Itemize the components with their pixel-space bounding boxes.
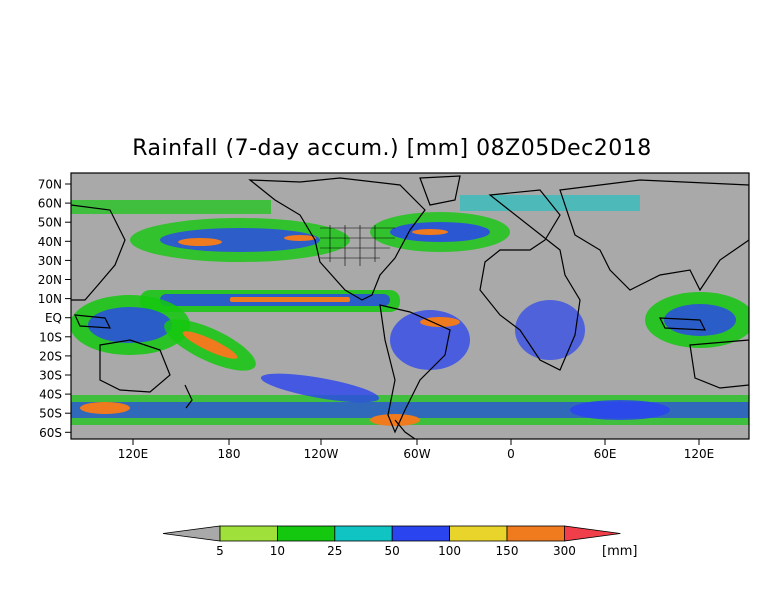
lat-tick-label: 30N xyxy=(38,254,62,268)
colorbar-segment xyxy=(276,525,336,542)
colorbar-segment xyxy=(506,525,565,542)
colorbar-threshold-label: 300 xyxy=(553,544,576,558)
colorbar-threshold-label: 25 xyxy=(327,544,342,558)
lon-tick-label: 120W xyxy=(304,447,339,461)
lat-tick-label: 20S xyxy=(39,349,62,363)
lon-tick-label: 60W xyxy=(403,447,430,461)
lat-tick-label: EQ xyxy=(45,311,62,325)
lon-tick-label: 120E xyxy=(118,447,149,461)
coastlines xyxy=(71,175,749,439)
lon-tick-label: 180 xyxy=(218,447,241,461)
lon-tick-label: 0 xyxy=(507,447,515,461)
colorbar-segment xyxy=(391,525,451,542)
lat-tick-label: 10N xyxy=(38,292,62,306)
colorbar-threshold-label: 10 xyxy=(270,544,285,558)
colorbar-threshold-label: 5 xyxy=(216,544,224,558)
lat-tick-label: 60S xyxy=(39,426,62,440)
lat-tick-label: 20N xyxy=(38,273,62,287)
colorbar-threshold-label: 100 xyxy=(438,544,461,558)
lat-tick-label: 50N xyxy=(38,216,62,230)
colorbar-threshold-label: 150 xyxy=(496,544,519,558)
lon-tick-label: 120E xyxy=(684,447,715,461)
lat-tick-label: 30S xyxy=(39,369,62,383)
lat-tick-label: 40N xyxy=(38,235,62,249)
lat-tick-label: 40S xyxy=(39,388,62,402)
colorbar-unit: [mm] xyxy=(602,544,637,559)
colorbar-threshold-label: 50 xyxy=(385,544,400,558)
lat-tick-label: 50S xyxy=(39,407,62,421)
lon-tick-label: 60E xyxy=(594,447,617,461)
longitude-axis: 120E 180 120W 60W 0 60E 120E xyxy=(118,439,715,461)
colorbar-segment xyxy=(449,525,508,542)
colorbar-segment xyxy=(334,525,393,542)
colorbar-segment xyxy=(219,525,278,542)
us-state-borders xyxy=(320,225,395,266)
lat-tick-label: 60N xyxy=(38,197,62,211)
latitude-axis: 70N 60N 50N 40N 30N 20N 10N EQ 10S 20S 30S 40S 50S 60… xyxy=(38,178,71,440)
lat-tick-label: 10S xyxy=(39,330,62,344)
map-title: Rainfall (7-day accum.) [mm] 08Z05Dec201… xyxy=(132,136,652,161)
colorbar-segment-high xyxy=(564,525,621,542)
lat-tick-label: 70N xyxy=(38,178,62,192)
colorbar-segment-low xyxy=(162,525,221,542)
colorbar-legend: 5 10 25 50 100 150 300 xyxy=(162,525,621,558)
map-frame xyxy=(70,172,750,440)
